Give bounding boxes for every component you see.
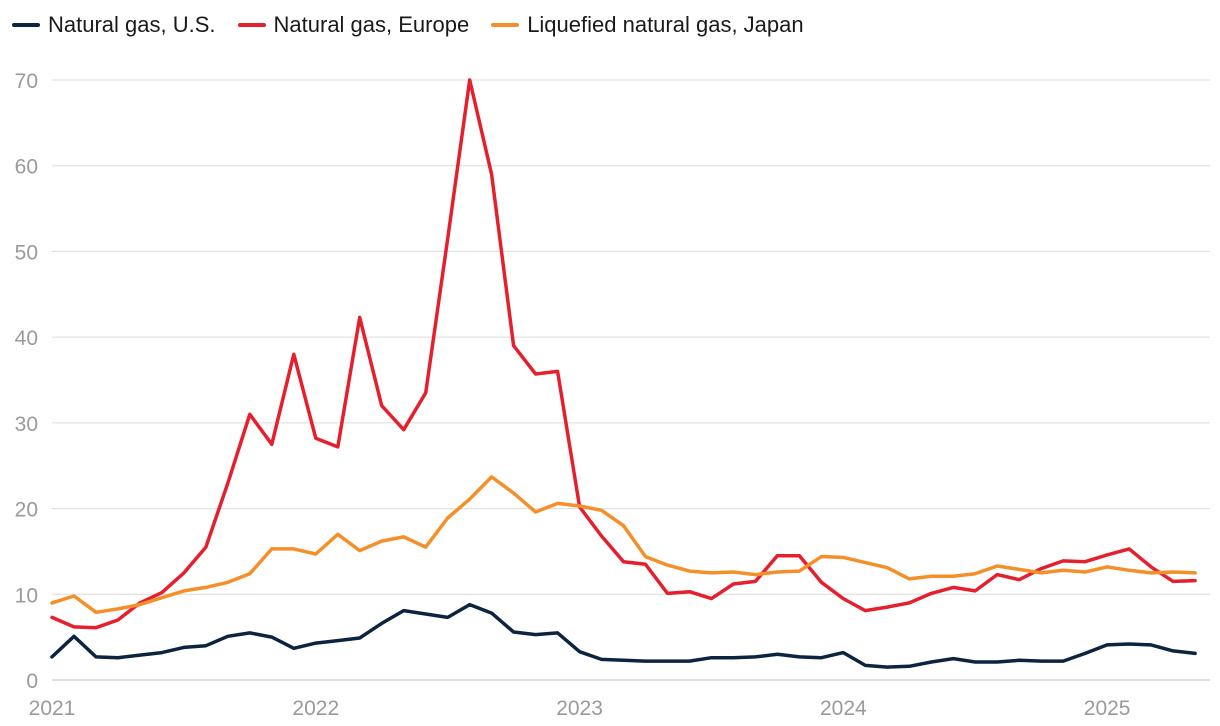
legend: Natural gas, U.S. Natural gas, Europe Li… — [12, 12, 804, 38]
y-gridlines — [52, 79, 1210, 681]
legend-item-japan: Liquefied natural gas, Japan — [491, 12, 804, 38]
legend-item-europe: Natural gas, Europe — [237, 12, 470, 38]
legend-swatch-europe — [237, 23, 266, 27]
y-tick-label-70: 70 — [15, 70, 38, 93]
series-lines — [50, 78, 1197, 669]
legend-swatch-japan — [491, 23, 520, 27]
y-tick-label-40: 40 — [15, 327, 38, 350]
legend-label-japan: Liquefied natural gas, Japan — [527, 12, 804, 37]
y-tick-label-10: 10 — [15, 584, 38, 607]
y-tick-label-50: 50 — [15, 241, 38, 264]
legend-item-us: Natural gas, U.S. — [12, 12, 216, 38]
x-tick-label-2021: 2021 — [29, 697, 76, 720]
legend-swatch-us — [12, 23, 40, 27]
y-tick-label-30: 30 — [15, 413, 38, 436]
series-line-europe — [50, 78, 1197, 630]
x-tick-label-2025: 2025 — [1084, 697, 1131, 720]
series-line-japan — [50, 475, 1197, 615]
legend-label-us: Natural gas, U.S. — [48, 12, 216, 37]
x-axis-tick-labels: 2021 2022 2023 2024 2025 — [29, 697, 1131, 720]
y-tick-label-20: 20 — [15, 499, 38, 522]
x-tick-label-2023: 2023 — [556, 697, 603, 720]
x-tick-label-2024: 2024 — [820, 697, 867, 720]
y-axis-tick-labels: 0 10 20 30 40 50 60 70 — [15, 70, 38, 693]
series-line-us — [50, 602, 1197, 669]
x-tick-label-2022: 2022 — [292, 697, 339, 720]
y-tick-label-0: 0 — [26, 670, 38, 693]
y-tick-label-60: 60 — [15, 156, 38, 179]
legend-label-europe: Natural gas, Europe — [273, 12, 470, 37]
